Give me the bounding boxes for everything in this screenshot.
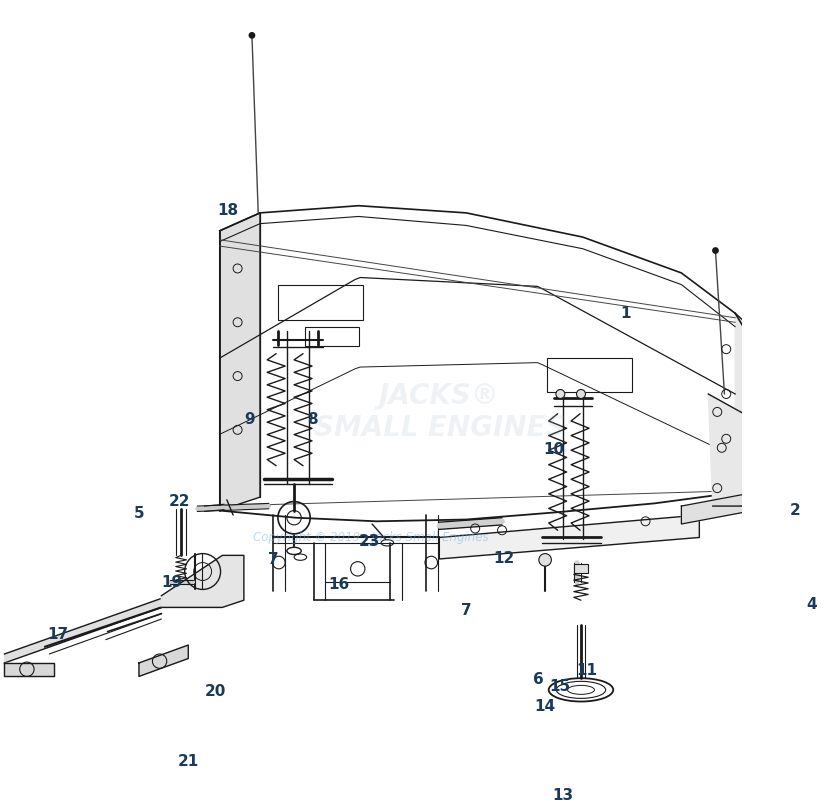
Bar <box>547 358 631 392</box>
Text: 18: 18 <box>217 203 238 217</box>
Text: 15: 15 <box>549 678 571 694</box>
Text: 16: 16 <box>327 577 349 592</box>
Text: 7: 7 <box>268 553 279 567</box>
Polygon shape <box>219 213 260 511</box>
Circle shape <box>712 248 717 253</box>
Circle shape <box>538 553 551 566</box>
Text: 9: 9 <box>244 411 254 427</box>
Polygon shape <box>707 394 750 506</box>
Polygon shape <box>4 598 222 663</box>
Polygon shape <box>734 314 759 492</box>
Circle shape <box>555 390 564 399</box>
Text: 17: 17 <box>48 627 69 642</box>
Text: 6: 6 <box>532 671 543 687</box>
Polygon shape <box>4 663 54 676</box>
Polygon shape <box>681 492 753 524</box>
Text: 11: 11 <box>576 662 597 678</box>
Text: 20: 20 <box>204 684 226 699</box>
Text: 19: 19 <box>161 575 183 589</box>
Text: 5: 5 <box>133 506 144 520</box>
Text: 2: 2 <box>789 503 800 518</box>
Text: 23: 23 <box>358 534 380 549</box>
Text: 22: 22 <box>169 494 190 509</box>
Text: 1: 1 <box>619 306 630 321</box>
Text: 21: 21 <box>178 754 198 769</box>
Text: 12: 12 <box>493 552 514 566</box>
Text: 4: 4 <box>805 597 815 612</box>
Text: 14: 14 <box>534 699 555 714</box>
Polygon shape <box>161 555 244 607</box>
Text: 7: 7 <box>461 603 471 618</box>
Text: 10: 10 <box>543 442 564 457</box>
Text: 13: 13 <box>552 788 573 802</box>
Polygon shape <box>139 645 188 676</box>
Polygon shape <box>439 515 699 559</box>
FancyBboxPatch shape <box>573 565 587 573</box>
Circle shape <box>576 390 585 399</box>
Circle shape <box>249 33 255 38</box>
Text: Copyright © 2019 - Jacks Small Engines: Copyright © 2019 - Jacks Small Engines <box>253 531 489 544</box>
Bar <box>278 285 363 321</box>
Bar <box>304 326 358 346</box>
Text: JACKS®
SMALL ENGINES: JACKS® SMALL ENGINES <box>313 382 565 442</box>
Text: 8: 8 <box>306 411 317 427</box>
